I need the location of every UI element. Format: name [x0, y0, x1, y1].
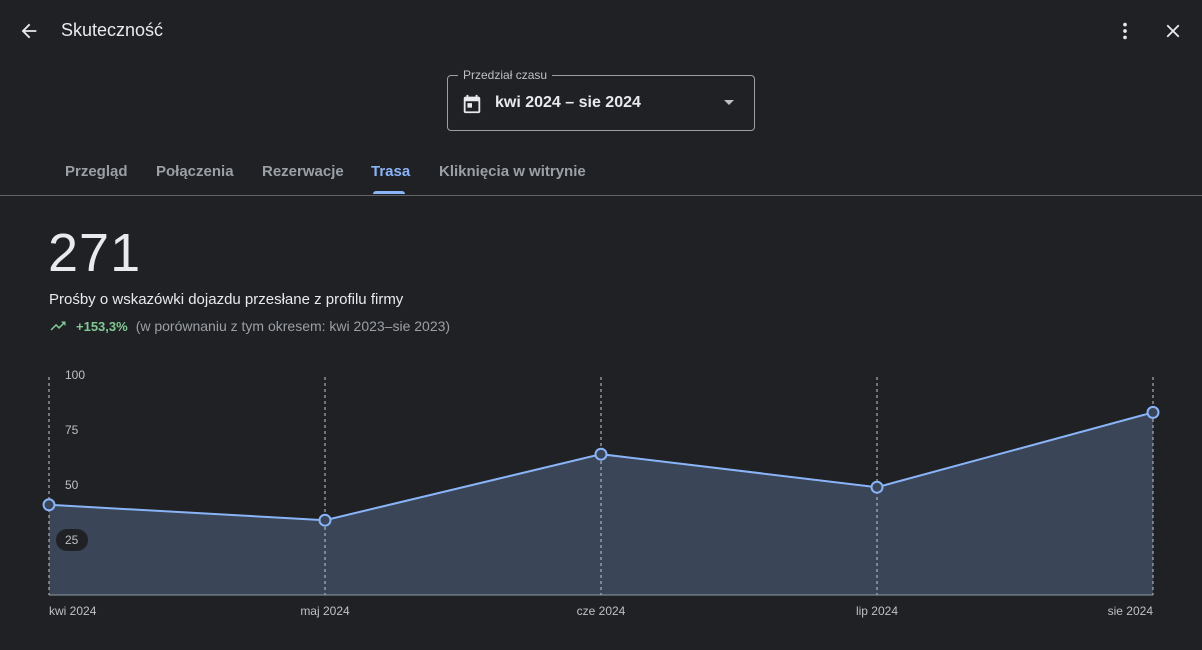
- date-range-select[interactable]: Przedział czasu kwi 2024 – sie 2024: [447, 68, 755, 131]
- data-point: [42, 498, 56, 512]
- y-tick-label: 100: [65, 368, 85, 382]
- trend-row: +153,3% (w porównaniu z tym okresem: kwi…: [49, 317, 450, 335]
- tab-bar: Przegląd Połączenia Rezerwacje Trasa Kli…: [0, 150, 1202, 196]
- y-tick-badge: [56, 529, 88, 551]
- tab-bookings[interactable]: Rezerwacje: [262, 163, 344, 180]
- metric-value: 271: [48, 223, 142, 283]
- tab-calls[interactable]: Połączenia: [156, 163, 234, 180]
- data-point: [594, 447, 608, 461]
- date-range-value: kwi 2024 – sie 2024: [495, 94, 641, 111]
- data-point: [870, 480, 884, 494]
- comparison-note: (w porównaniu z tym okresem: kwi 2023–si…: [135, 318, 451, 334]
- dialog-header: Skuteczność: [0, 0, 1202, 62]
- tab-overview[interactable]: Przegląd: [65, 163, 128, 180]
- arrow-back-icon: [21, 23, 37, 39]
- close-button[interactable]: [1153, 11, 1193, 51]
- page-title: Skuteczność: [61, 20, 164, 40]
- y-tick-label: 50: [65, 478, 79, 492]
- metric-label: Prośby o wskazówki dojazdu przesłane z p…: [49, 291, 404, 308]
- y-tick-label: 25: [65, 533, 79, 547]
- x-tick-label: sie 2024: [1108, 604, 1154, 618]
- trending-up-icon: [50, 321, 66, 331]
- data-point: [318, 513, 332, 527]
- date-range-label: Przedział czasu: [458, 68, 553, 82]
- change-percent: +153,3%: [76, 318, 128, 334]
- more-vert-icon: [1123, 22, 1127, 40]
- data-point: [1146, 405, 1160, 419]
- x-tick-label: cze 2024: [577, 604, 626, 618]
- chevron-down-icon: [724, 100, 734, 105]
- active-tab-indicator: [373, 191, 405, 194]
- more-options-button[interactable]: [1105, 11, 1145, 51]
- x-tick-label: lip 2024: [856, 604, 898, 618]
- calendar-icon: [463, 94, 481, 114]
- tab-directions[interactable]: Trasa: [371, 163, 411, 180]
- directions-chart: 100 75 50 25 kwi 2024 maj 2024 cze 2024 lip 202…: [42, 368, 1160, 618]
- x-tick-label: maj 2024: [300, 604, 350, 618]
- x-tick-label: kwi 2024: [49, 604, 97, 618]
- back-button[interactable]: [9, 11, 49, 51]
- close-icon: [1166, 24, 1180, 38]
- tab-website-clicks[interactable]: Kliknięcia w witrynie: [439, 163, 586, 180]
- y-tick-label: 75: [65, 423, 79, 437]
